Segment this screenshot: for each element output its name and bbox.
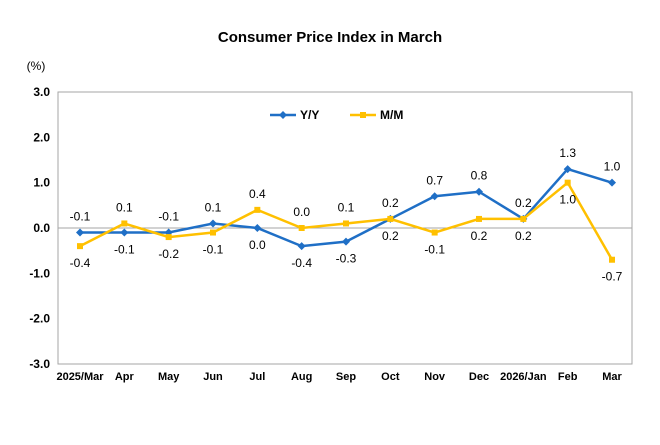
data-label: 0.0 [249,238,266,252]
legend-marker [360,112,366,118]
data-label: -0.2 [158,247,179,261]
data-label: -0.1 [70,210,91,224]
data-label: 0.7 [426,173,443,187]
data-point [563,165,572,174]
data-label: -0.1 [158,210,179,224]
legend-marker [279,111,287,119]
data-label: 0.4 [249,187,266,201]
y-tick-label: -1.0 [29,266,50,280]
data-point [297,242,306,251]
data-label: -0.1 [424,243,445,257]
data-point [387,215,394,222]
data-point [476,215,482,222]
data-point [77,243,83,250]
chart-title: Consumer Price Index in March [218,29,442,46]
x-tick-label: Mar [602,371,622,383]
y-tick-label: -3.0 [29,357,50,371]
x-tick-label: Sep [336,371,356,383]
data-label: 0.1 [116,200,133,214]
data-label: -0.1 [114,243,135,257]
y-tick-label: 3.0 [33,85,50,99]
data-point [431,229,438,236]
x-tick-label: 2026/Jan [500,371,547,383]
y-axis-label: (%) [27,59,46,73]
y-tick-label: 0.0 [33,221,50,235]
data-point [342,237,350,246]
data-label: 1.3 [559,146,576,160]
x-tick-label: Oct [381,371,400,383]
x-tick-label: May [158,371,180,383]
data-point [253,224,262,232]
data-label: -0.1 [203,243,224,257]
data-point [609,256,615,263]
data-label: 1.0 [559,193,576,207]
legend-label: Y/Y [300,108,319,122]
x-tick-label: Dec [469,371,489,383]
data-point [608,178,616,187]
data-label: 0.2 [382,229,399,243]
legend-label: M/M [380,108,403,122]
x-tick-label: Jul [249,371,265,383]
x-tick-label: 2025/Mar [56,371,104,383]
data-point [209,219,217,228]
data-point [210,229,216,236]
x-tick-label: Apr [115,371,135,383]
data-point [121,220,128,227]
y-tick-label: 1.0 [33,176,50,190]
x-tick-label: Aug [291,371,312,383]
data-label: 0.8 [471,169,488,183]
data-label: -0.4 [291,256,312,270]
data-label: -0.7 [602,270,623,284]
data-point [254,206,261,213]
data-point [120,228,129,237]
data-label: 1.0 [604,160,621,174]
data-point [165,234,172,241]
data-point [520,215,527,222]
x-tick-label: Jun [203,371,223,383]
data-label: 0.0 [293,205,310,219]
x-tick-label: Feb [558,371,578,383]
y-tick-label: -2.0 [29,312,50,326]
data-point [475,187,483,196]
data-point [430,192,439,201]
data-label: -0.3 [336,252,357,266]
data-label: 0.2 [382,196,399,210]
data-point [343,220,349,227]
data-label: 0.2 [515,196,532,210]
data-point [298,225,305,231]
data-label: 0.1 [205,200,222,214]
data-label: 0.2 [515,229,532,243]
x-tick-label: Nov [424,371,446,383]
data-label: -0.4 [70,256,91,270]
y-tick-label: 2.0 [33,130,50,144]
data-point [564,179,571,186]
data-label: 0.2 [471,229,488,243]
data-point [76,228,84,237]
data-label: 0.1 [338,200,355,214]
